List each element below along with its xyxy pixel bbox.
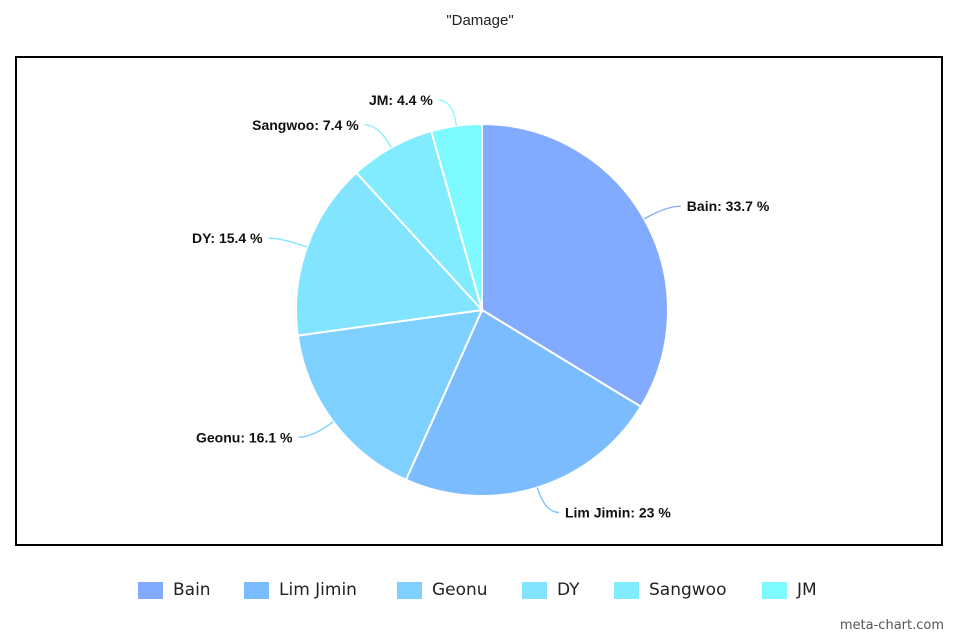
legend-swatch	[397, 581, 422, 599]
pie-slice-jm	[429, 122, 483, 311]
legend-item-dy: DY	[522, 578, 580, 602]
legend-label: Geonu	[432, 580, 488, 600]
leader-line-sangwoo	[364, 124, 392, 148]
pie-chart: Bain: 33.7 % Lim Jimin: 23 % Geonu: 16.1 %…	[192, 92, 770, 520]
data-label-sangwoo: Sangwoo: 7.4 %	[252, 117, 359, 133]
legend: Bain Lim Jimin Geonu DY Sangwoo JM	[0, 578, 960, 602]
legend-label: Lim Jimin	[279, 580, 357, 600]
legend-item-jm: JM	[762, 578, 817, 602]
legend-swatch	[522, 581, 547, 599]
pie-slice-dy	[295, 171, 485, 337]
legend-item-geonu: Geonu	[397, 578, 488, 602]
plot-area: Bain: 33.7 % Lim Jimin: 23 % Geonu: 16.1 %…	[15, 56, 943, 546]
legend-swatch	[244, 581, 269, 599]
legend-swatch	[138, 581, 163, 599]
legend-label: JM	[797, 580, 817, 600]
legend-item-lim-jimin: Lim Jimin	[244, 578, 357, 602]
legend-item-sangwoo: Sangwoo	[614, 578, 726, 602]
legend-swatch	[762, 581, 787, 599]
data-label-lim-jimin: Lim Jimin: 23 %	[565, 504, 671, 520]
leader-line-geonu	[298, 421, 334, 438]
data-label-dy: DY: 15.4 %	[192, 230, 263, 246]
pie-slice-geonu	[296, 308, 484, 482]
legend-label: Bain	[173, 580, 211, 600]
legend-item-bain: Bain	[138, 578, 211, 602]
chart-title: "Damage"	[446, 12, 514, 29]
leader-line-jm	[438, 99, 458, 126]
data-label-bain: Bain: 33.7 %	[687, 198, 770, 214]
legend-swatch	[614, 581, 639, 599]
data-label-jm: JM: 4.4 %	[369, 92, 433, 108]
leader-line-dy	[268, 237, 308, 248]
legend-label: DY	[557, 580, 580, 600]
pie-slice-bain	[481, 122, 669, 409]
leader-line-lim-jimin	[536, 487, 560, 514]
legend-label: Sangwoo	[649, 580, 727, 600]
watermark: meta-chart.com	[839, 618, 944, 633]
data-label-geonu: Geonu: 16.1 %	[196, 429, 293, 445]
leader-line-bain	[643, 205, 681, 220]
